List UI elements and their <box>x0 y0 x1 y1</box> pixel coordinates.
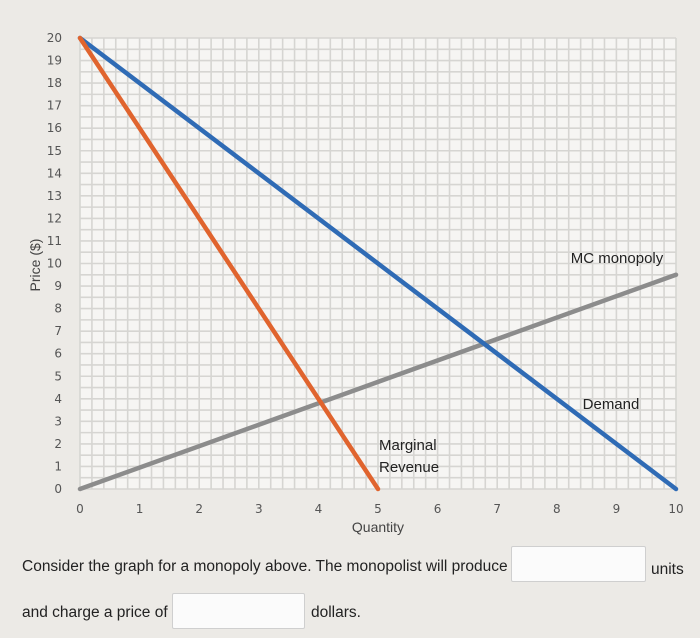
y-tick-label: 12 <box>47 211 62 225</box>
demand-label: Demand <box>583 396 640 413</box>
series-lines <box>77 35 679 492</box>
quantity-answer-input[interactable] <box>511 546 646 582</box>
units-label: units <box>651 561 684 578</box>
x-tick-label: 1 <box>136 502 144 516</box>
series-labels: Demand Marginal Revenue MC monopoly <box>379 250 664 476</box>
y-tick-label: 11 <box>47 234 62 248</box>
x-tick-label: 9 <box>613 502 621 516</box>
y-tick-label: 13 <box>47 189 62 203</box>
y-tick-label: 10 <box>47 257 62 271</box>
x-axis-label: Quantity <box>352 519 404 535</box>
y-tick-label: 17 <box>47 99 62 113</box>
y-tick-label: 18 <box>47 76 62 90</box>
x-tick-label: 8 <box>553 502 561 516</box>
y-tick-label: 9 <box>54 279 62 293</box>
x-tick-label: 3 <box>255 502 263 516</box>
x-tick-label: 4 <box>315 502 323 516</box>
y-tick-label: 4 <box>54 392 62 406</box>
marginal-revenue-label: Revenue <box>379 459 439 476</box>
y-tick-label: 8 <box>54 302 62 316</box>
price-question-text: and charge a price of <box>22 604 168 621</box>
monopoly-chart: 0 1 2 3 4 5 6 7 8 9 100123456789101112131415161718… <box>27 31 684 535</box>
y-tick-label: 1 <box>54 459 62 473</box>
question-text: Consider the graph for a monopoly above.… <box>22 558 508 575</box>
price-answer-input[interactable] <box>172 593 305 629</box>
y-tick-label: 20 <box>47 31 62 45</box>
y-tick-label: 7 <box>54 324 62 338</box>
axis-ticks: 0 1 2 3 4 5 6 7 8 9 100123456789101112131415161718… <box>47 31 684 516</box>
y-tick-label: 5 <box>54 369 62 383</box>
x-tick-label: 5 <box>374 502 382 516</box>
x-tick-label: 0 <box>76 502 84 516</box>
marginal-revenue-line <box>77 35 381 492</box>
y-tick-label: 16 <box>47 121 62 135</box>
mc-monopoly-label: MC monopoly <box>571 250 664 267</box>
x-tick-label: 10 <box>668 502 683 516</box>
dollars-label: dollars. <box>311 604 361 621</box>
marginal-revenue-label: Marginal <box>379 437 437 454</box>
y-tick-label: 6 <box>54 347 62 361</box>
y-tick-label: 3 <box>54 414 62 428</box>
y-tick-label: 2 <box>54 437 62 451</box>
y-tick-label: 19 <box>47 54 62 68</box>
x-tick-label: 2 <box>195 502 203 516</box>
demand-line <box>77 35 679 492</box>
x-tick-label: 6 <box>434 502 442 516</box>
y-tick-label: 14 <box>47 166 62 180</box>
y-axis-label: Price ($) <box>27 239 43 292</box>
y-tick-label: 0 <box>54 482 62 496</box>
mc-monopoly-line <box>77 272 679 492</box>
y-tick-label: 15 <box>47 144 62 158</box>
x-tick-label: 7 <box>493 502 501 516</box>
